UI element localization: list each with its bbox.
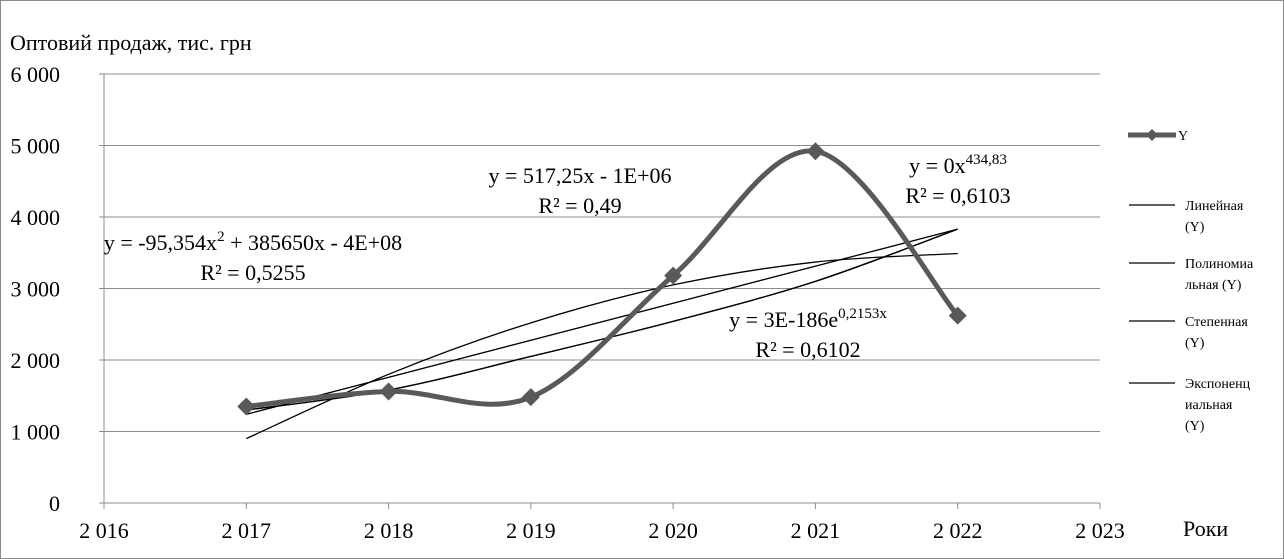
legend-label: (Y) (1185, 220, 1205, 235)
data-point-marker (521, 388, 540, 407)
data-series (237, 142, 967, 416)
trend-equation-line: R² = 0,49 (538, 193, 621, 218)
trendline-polynomial (246, 252, 958, 440)
x-tick-label: 2 022 (933, 518, 983, 543)
y-tick-label: 4 000 (11, 205, 61, 230)
legend-label: Полиномиа (1185, 257, 1254, 272)
y-axis-title: Оптовий продаж, тис. грн (10, 30, 252, 55)
trend-equation-line: R² = 0,5255 (200, 260, 305, 285)
x-tick-label: 2 020 (648, 518, 698, 543)
x-tick-label: 2 017 (222, 518, 272, 543)
trend-equation-line: R² = 0,6102 (755, 337, 860, 362)
axes: 0 1 000 2 000 3 000 4 000 5 000 6 000 2 016 2 01… (11, 62, 1125, 543)
legend-label: Y (1178, 129, 1188, 144)
legend-label: Экспоненц (1185, 377, 1251, 392)
series-line (246, 148, 960, 409)
y-tick-label: 6 000 (11, 62, 61, 87)
y-tick-label: 0 (49, 491, 60, 516)
x-tick-label: 2 021 (791, 518, 841, 543)
legend-label: (Y) (1185, 419, 1205, 434)
x-tick-label: 2 019 (506, 518, 556, 543)
y-tick-label: 3 000 (11, 277, 61, 302)
y-tick-label: 2 000 (11, 348, 61, 373)
legend-label: иальная (1185, 398, 1233, 413)
data-point-marker (806, 142, 825, 161)
legend: Y Линейная (Y) Полиномиа льная (Y) Степенная (… (1128, 129, 1254, 434)
x-tick-label: 2 016 (79, 518, 129, 543)
trend-equation-line: y = -95,354x2 + 385650x - 4E+08 (104, 229, 402, 255)
trend-equation-line: y = 517,25x - 1E+06 (488, 163, 671, 188)
data-point-marker (379, 382, 398, 401)
trendlines (246, 228, 958, 440)
data-point-marker (664, 266, 683, 285)
legend-marker (1146, 129, 1158, 141)
trend-equation-line: R² = 0,6103 (905, 183, 1010, 208)
x-tick-label: 2 023 (1075, 518, 1125, 543)
legend-label: Линейная (1185, 199, 1244, 214)
data-point-marker (237, 397, 256, 416)
trend-equation-line: y = 0x434,83 (909, 152, 1007, 178)
legend-label: льная (Y) (1185, 278, 1242, 293)
y-tick-label: 1 000 (11, 420, 61, 445)
trend-equation-line: y = 3E-186e0,2153x (729, 306, 887, 332)
legend-label: Степенная (1185, 315, 1248, 330)
x-tick-label: 2 018 (364, 518, 414, 543)
legend-label: (Y) (1185, 336, 1205, 351)
equation-annotations: y = 517,25x - 1E+06 R² = 0,49 y = -95,354x… (104, 152, 1011, 362)
data-point-marker (948, 306, 967, 325)
x-axis-title: Роки (1183, 516, 1228, 541)
y-tick-label: 5 000 (11, 134, 61, 159)
gridlines (104, 73, 1100, 432)
